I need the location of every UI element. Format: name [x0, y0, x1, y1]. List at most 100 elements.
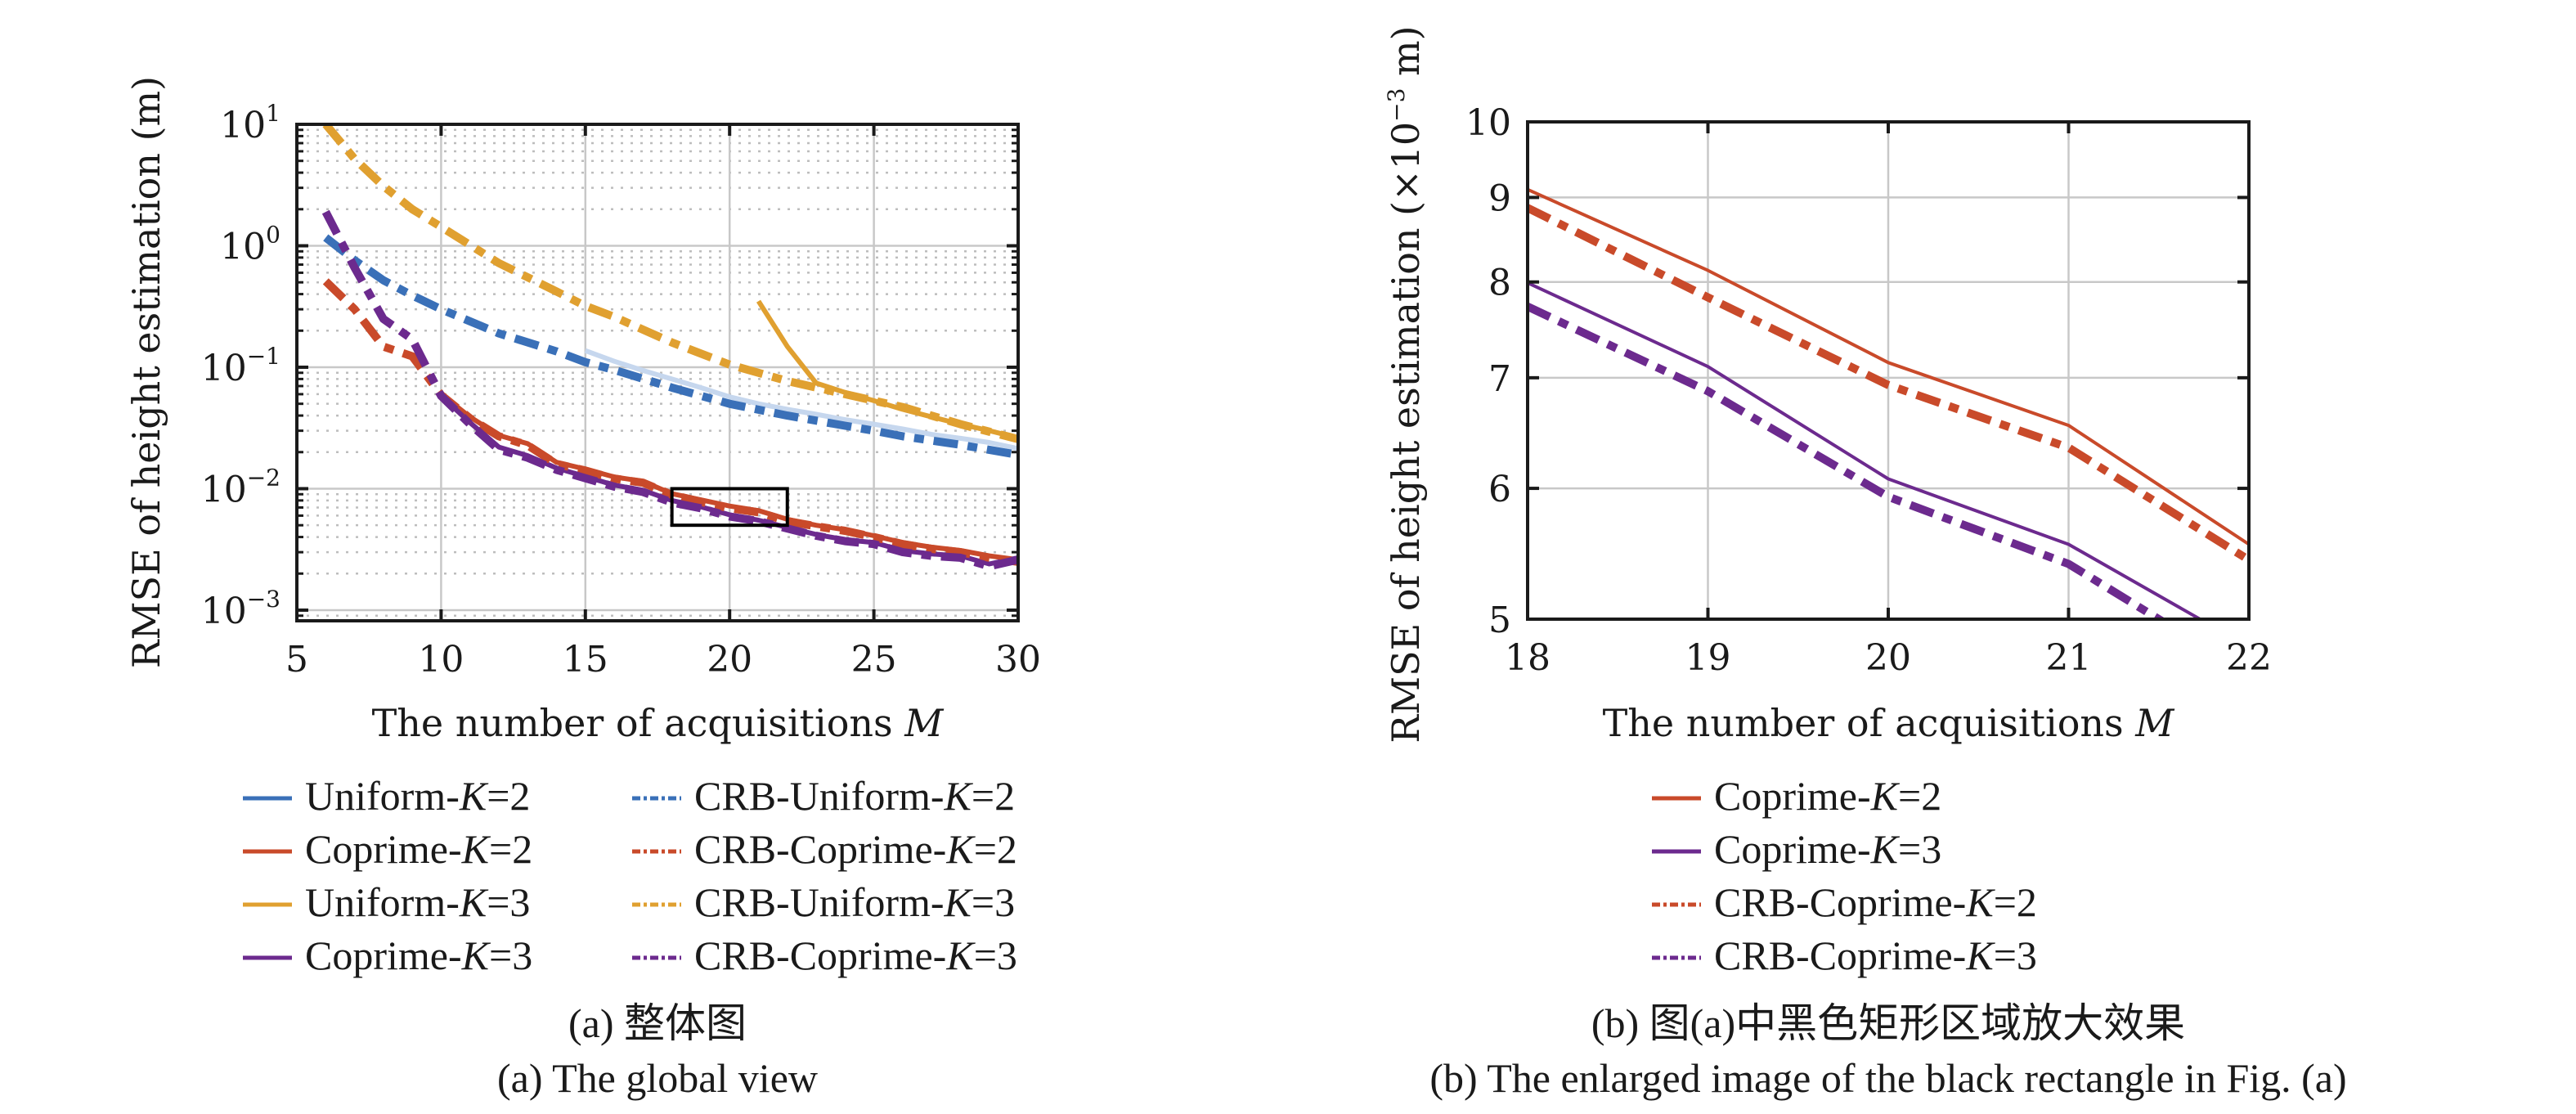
- legend-item: CRB-Coprime-K=2: [632, 826, 1017, 872]
- legend-label-value: =3: [1994, 932, 2037, 978]
- y-tick-label: 10−1: [201, 343, 280, 389]
- legend-label-value: =3: [489, 932, 532, 978]
- x-axis-label-text: The number of acquisitions: [372, 701, 905, 745]
- y-tick-label-exponent: 1: [266, 100, 280, 127]
- y-axis-label-exponent: −3: [1383, 88, 1410, 122]
- y-tick-label-exponent: −3: [247, 586, 280, 613]
- legend-item: Coprime-K=2: [243, 826, 532, 872]
- legend-label-value: =3: [1898, 826, 1941, 872]
- x-tick-label: 20: [707, 639, 752, 681]
- x-axis-label: The number of acquisitions M: [1603, 701, 2176, 745]
- series-line-uniform-k2: [584, 348, 1018, 451]
- series-line-uniform-k3: [756, 299, 1018, 441]
- x-tick-label: 19: [1685, 637, 1731, 679]
- y-tick-label-base: 10: [201, 348, 247, 389]
- series-line-crb-coprime-k3: [1528, 303, 2167, 619]
- legend: Coprime-K=2Coprime-K=3CRB-Coprime-K=2CRB…: [1652, 773, 2037, 978]
- legend-label-k: K: [461, 932, 491, 978]
- legend-label-prefix: Coprime-: [305, 826, 462, 872]
- y-tick-label: 100: [220, 221, 280, 267]
- y-tick-label-exponent: −2: [247, 464, 280, 491]
- x-axis-label-variable: M: [2134, 701, 2175, 745]
- y-tick-label: 7: [1488, 358, 1511, 400]
- legend-label-prefix: CRB-Uniform-: [694, 879, 945, 925]
- legend-label: CRB-Uniform-K=2: [694, 773, 1015, 819]
- legend-item: CRB-Coprime-K=3: [632, 932, 1017, 978]
- y-tick-label: 10−3: [201, 586, 280, 632]
- x-axis-label: The number of acquisitions M: [372, 701, 945, 745]
- legend-label-k: K: [459, 879, 489, 925]
- x-tick-label: 21: [2046, 637, 2092, 679]
- series-line-crb-uniform-k3: [322, 124, 1018, 443]
- x-tick-label: 20: [1865, 637, 1911, 679]
- series-line-crb-coprime-k2: [1528, 204, 2249, 564]
- y-tick-label: 6: [1488, 469, 1511, 510]
- legend: Uniform-K=2Coprime-K=2Uniform-K=3Coprime…: [243, 773, 1017, 978]
- x-tick-label: 25: [851, 639, 897, 681]
- legend-label: CRB-Coprime-K=3: [1714, 932, 2037, 978]
- legend-item: Coprime-K=3: [1652, 826, 1941, 872]
- series-group: [1528, 187, 2249, 619]
- legend-label-value: =3: [974, 932, 1017, 978]
- legend-label-prefix: Coprime-: [305, 932, 462, 978]
- y-tick-label-base: 10: [201, 591, 247, 632]
- y-tick-label: 10−2: [201, 464, 280, 510]
- legend-item: Coprime-K=2: [1652, 773, 1941, 819]
- legend-label: CRB-Coprime-K=3: [694, 932, 1017, 978]
- series-line-coprime-k2: [1528, 187, 2249, 546]
- caption-en: (a) The global view: [497, 1055, 818, 1101]
- legend-label-k: K: [944, 773, 974, 819]
- legend-label: Uniform-K=3: [305, 879, 530, 925]
- y-tick-label: 5: [1488, 600, 1511, 641]
- y-tick-label-base: 10: [220, 105, 266, 146]
- legend-label-value: =2: [487, 773, 530, 819]
- y-axis-label: RMSE of height estimation (×10−3 m): [1383, 25, 1428, 743]
- x-tick-label: 30: [995, 639, 1041, 681]
- legend-label-value: =2: [1898, 773, 1941, 819]
- y-tick-label: 101: [220, 100, 280, 146]
- legend-label-value: =3: [972, 879, 1015, 925]
- legend-label-k: K: [945, 932, 976, 978]
- series-group: [321, 124, 1018, 571]
- legend-label-value: =2: [972, 773, 1015, 819]
- legend-item: Uniform-K=3: [243, 879, 530, 925]
- legend-label-prefix: CRB-Coprime-: [694, 826, 946, 872]
- legend-label-value: =3: [487, 879, 530, 925]
- y-tick-label-base: 10: [201, 469, 247, 510]
- legend-label-k: K: [944, 879, 974, 925]
- series-line-crb-coprime-k3: [321, 209, 1018, 571]
- y-tick-label-base: 10: [220, 226, 266, 267]
- legend-label: CRB-Coprime-K=2: [694, 826, 1017, 872]
- legend-label-k: K: [945, 826, 976, 872]
- legend-item: CRB-Uniform-K=3: [632, 879, 1015, 925]
- legend-label-prefix: CRB-Coprime-: [1714, 932, 1966, 978]
- legend-label-k: K: [1965, 879, 1995, 925]
- legend-label: Coprime-K=3: [1714, 826, 1941, 872]
- zoom-region-rectangle: [670, 487, 789, 528]
- legend-label-prefix: CRB-Coprime-: [694, 932, 946, 978]
- legend-label: CRB-Uniform-K=3: [694, 879, 1015, 925]
- legend-label-prefix: Coprime-: [1714, 826, 1871, 872]
- legend-label-prefix: CRB-Uniform-: [694, 773, 945, 819]
- legend-label-value: =2: [1994, 879, 2037, 925]
- legend-label: Coprime-K=2: [305, 826, 532, 872]
- legend-item: Uniform-K=2: [243, 773, 530, 819]
- x-axis-label-variable: M: [904, 701, 945, 745]
- caption-en: (b) The enlarged image of the black rect…: [1429, 1055, 2346, 1101]
- legend-label: Coprime-K=3: [305, 932, 532, 978]
- legend-label: CRB-Coprime-K=2: [1714, 879, 2037, 925]
- legend-label-prefix: Coprime-: [1714, 773, 1871, 819]
- legend-label-k: K: [1870, 773, 1901, 819]
- y-tick-label: 9: [1488, 177, 1511, 219]
- legend-label-prefix: Uniform-: [305, 879, 460, 925]
- y-axis-label-prefix: RMSE of height estimation (×10: [1384, 122, 1428, 743]
- y-tick-label: 8: [1488, 263, 1511, 304]
- y-axis-label: RMSE of height estimation (m): [124, 76, 168, 668]
- series-line-coprime-k3: [1528, 281, 2204, 619]
- legend-label-k: K: [459, 773, 489, 819]
- x-axis-label-text: The number of acquisitions: [1603, 701, 2136, 745]
- legend-label: Uniform-K=2: [305, 773, 530, 819]
- legend-label-prefix: Uniform-: [305, 773, 460, 819]
